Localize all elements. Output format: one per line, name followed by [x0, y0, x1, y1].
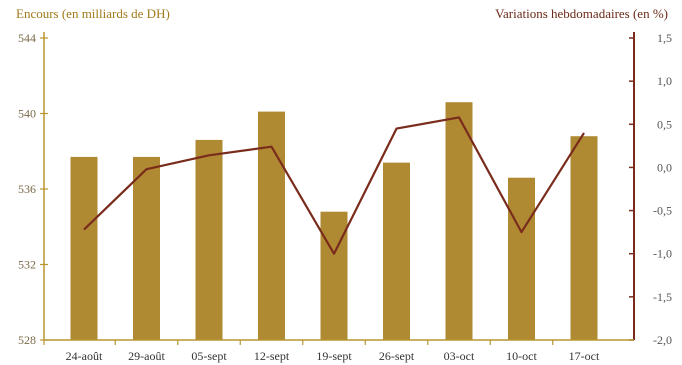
right-tick-label: 0,5: [657, 117, 672, 131]
line-series: [83, 116, 585, 255]
bar-26-sept: [383, 162, 410, 340]
bar-19-sept: [320, 211, 348, 340]
bar-10-oct: [508, 177, 535, 340]
right-tick-label: 0,0: [657, 160, 672, 174]
category-label: 10-oct: [506, 349, 537, 363]
bar-12-sept: [258, 111, 285, 340]
right-tick-label: -1,5: [653, 290, 672, 304]
left-axis-title: Encours (en milliards de DH): [16, 6, 170, 21]
category-label: 05-sept: [191, 349, 227, 363]
bar-series: [70, 102, 598, 340]
right-tick-label: -0,5: [653, 204, 672, 218]
category-label: 26-sept: [379, 349, 415, 363]
right-axis-title: Variations hebdomadaires (en %): [495, 6, 668, 21]
bar-24-août: [70, 156, 98, 340]
right-tick-label: 1,0: [657, 74, 672, 88]
category-label: 19-sept: [316, 349, 352, 363]
variation-line: [83, 116, 585, 255]
left-tick-label: 540: [18, 107, 36, 121]
category-label: 12-sept: [254, 349, 290, 363]
bar-17-oct: [570, 136, 598, 340]
left-tick-label: 532: [18, 258, 36, 272]
bar-03-oct: [445, 102, 473, 340]
right-tick-label: -2,0: [653, 333, 672, 347]
right-tick-label: -1,0: [653, 247, 672, 261]
right-tick-label: 1,5: [657, 31, 672, 45]
category-label: 17-oct: [569, 349, 600, 363]
category-label: 03-oct: [444, 349, 475, 363]
bar-29-août: [133, 156, 160, 340]
left-tick-label: 528: [18, 333, 36, 347]
axes: 528 532 536 540 544 -2,0 -1,5 -1,0 -0,5 0,0 0,5 1,0…: [18, 31, 672, 363]
category-label: 24-août: [66, 349, 103, 363]
bar-05-sept: [195, 139, 223, 340]
left-tick-label: 544: [18, 31, 36, 45]
category-label: 29-août: [128, 349, 165, 363]
left-tick-label: 536: [18, 182, 36, 196]
